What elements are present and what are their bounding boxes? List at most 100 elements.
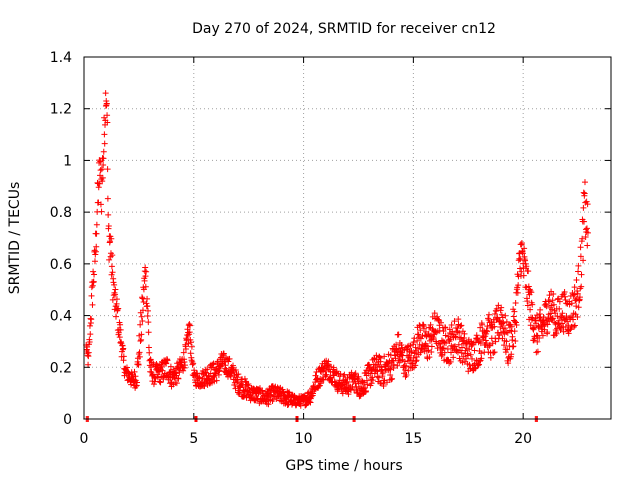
data-point — [145, 319, 152, 326]
data-point — [527, 306, 534, 313]
data-point — [555, 317, 562, 324]
data-point — [363, 387, 370, 394]
x-tick-labels: 0 5 10 15 20 — [80, 431, 533, 447]
data-point — [504, 346, 511, 353]
data-point — [560, 328, 567, 335]
data-point — [466, 346, 473, 353]
data-point — [104, 195, 111, 202]
y-tick-label: 0.4 — [50, 309, 72, 325]
chart-title: Day 270 of 2024, SRMTID for receiver cn1… — [192, 21, 496, 37]
data-point — [500, 319, 507, 326]
data-point — [103, 100, 110, 107]
data-point — [317, 380, 324, 387]
data-point — [368, 367, 375, 374]
data-point — [577, 253, 584, 260]
data-point — [387, 371, 394, 378]
data-point — [492, 338, 499, 345]
data-point — [514, 289, 521, 296]
data-point — [97, 158, 104, 165]
y-tick-label: 0 — [63, 412, 72, 428]
data-point — [512, 337, 519, 344]
data-point — [533, 332, 540, 339]
data-point — [145, 344, 152, 351]
data-point — [100, 155, 107, 162]
data-point — [113, 296, 120, 303]
data-point — [544, 321, 551, 328]
data-point — [441, 349, 448, 356]
data-point — [508, 351, 515, 358]
data-point — [187, 339, 194, 346]
data-point — [517, 265, 524, 272]
data-point — [138, 331, 145, 338]
data-point — [112, 313, 119, 320]
data-point — [88, 316, 95, 323]
data-point — [234, 379, 241, 386]
data-point — [89, 301, 96, 308]
data-point — [189, 361, 196, 368]
y-tick-label: 0.8 — [50, 205, 72, 221]
data-point — [471, 347, 478, 354]
data-point — [112, 286, 119, 293]
data-point — [437, 340, 444, 347]
data-point — [188, 343, 195, 350]
data-point — [535, 325, 542, 332]
data-point — [578, 271, 585, 278]
data-point — [98, 208, 105, 215]
data-point — [458, 349, 465, 356]
x-axis-label: GPS time / hours — [285, 458, 402, 474]
data-point — [426, 354, 433, 361]
data-point — [220, 350, 227, 357]
data-point — [99, 174, 106, 181]
data-point — [427, 321, 434, 328]
data-point — [550, 301, 557, 308]
data-point — [362, 384, 369, 391]
data-point — [99, 178, 106, 185]
data-point — [140, 299, 147, 306]
data-point — [528, 289, 535, 296]
data-point — [106, 256, 113, 263]
data-point — [404, 343, 411, 350]
data-point — [109, 252, 116, 259]
data-point — [111, 281, 118, 288]
data-point — [577, 244, 584, 251]
data-point — [553, 330, 560, 337]
data-point — [144, 312, 151, 319]
data-point — [85, 361, 92, 368]
data-point — [150, 381, 157, 388]
data-point — [120, 345, 127, 352]
data-point — [142, 273, 149, 280]
data-point — [152, 375, 159, 382]
data-point — [86, 338, 93, 345]
data-point — [458, 344, 465, 351]
data-point — [85, 349, 92, 356]
data-point — [584, 201, 591, 208]
data-point — [437, 319, 444, 326]
data-point — [117, 326, 124, 333]
y-tick-label: 0.6 — [50, 257, 72, 273]
data-point — [100, 148, 107, 155]
data-point — [576, 294, 583, 301]
data-point — [415, 331, 422, 338]
data-point — [352, 370, 359, 377]
data-point — [355, 373, 362, 380]
data-point — [390, 361, 397, 368]
data-point — [447, 336, 454, 343]
data-point — [451, 318, 458, 325]
data-point — [129, 371, 136, 378]
data-point — [112, 291, 119, 298]
data-point — [584, 242, 591, 249]
data-point — [565, 322, 572, 329]
data-point — [368, 380, 375, 387]
data-point — [410, 339, 417, 346]
data-point — [101, 131, 108, 138]
data-point — [86, 322, 93, 329]
data-point — [354, 375, 361, 382]
data-point — [484, 328, 491, 335]
data-point — [114, 306, 121, 313]
data-point — [101, 140, 108, 147]
data-point — [431, 310, 438, 317]
data-point — [421, 325, 428, 332]
x-tick-label: 20 — [514, 431, 532, 447]
data-point — [428, 348, 435, 355]
data-point — [232, 366, 239, 373]
